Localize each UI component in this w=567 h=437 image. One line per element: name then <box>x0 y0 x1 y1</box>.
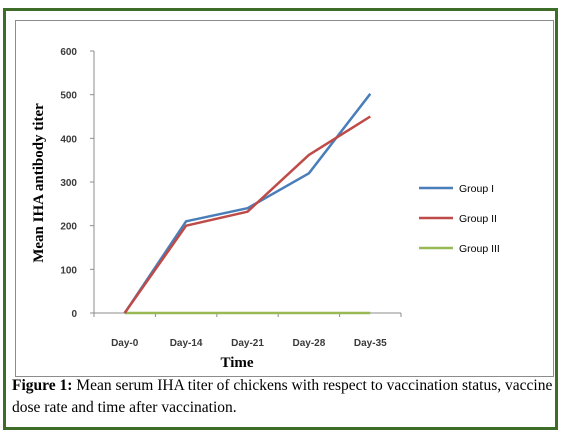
line-chart: 0 100 200 300 400 500 600 Day-0 Day-14 Day-21 Day… <box>31 47 500 371</box>
x-tick-label: Day-14 <box>170 338 203 349</box>
y-tick-label: 300 <box>60 178 77 189</box>
y-tick-label: 0 <box>71 309 77 320</box>
x-tick-label: Day-35 <box>354 338 387 349</box>
y-tick-label: 500 <box>60 91 77 102</box>
y-tick-label: 600 <box>60 47 77 58</box>
figure-caption: Figure 1: Mean serum IHA titer of chicke… <box>12 375 557 419</box>
legend-label: Group III <box>459 243 500 255</box>
figure-frame: 0 100 200 300 400 500 600 Day-0 Day-14 Day-21 Day… <box>3 8 558 430</box>
legend: Group I Group II Group III <box>419 183 500 255</box>
y-axis-title: Mean IHA antibody titer <box>31 103 47 263</box>
y-tick-label: 200 <box>60 222 77 233</box>
x-tick-label: Day-21 <box>231 338 264 349</box>
series-line-group-ii <box>123 115 371 314</box>
caption-text: Mean serum IHA titer of chickens with re… <box>12 377 553 416</box>
legend-label: Group I <box>459 183 494 195</box>
x-axis-title: Time <box>220 355 253 371</box>
x-tick-label: Day-0 <box>111 338 139 349</box>
chart-area: 0 100 200 300 400 500 600 Day-0 Day-14 Day-21 Day… <box>15 20 554 377</box>
caption-label: Figure 1: <box>12 377 73 394</box>
series-line-group-i <box>123 93 372 314</box>
y-tick-label: 400 <box>60 134 77 145</box>
x-tick-label: Day-28 <box>292 338 325 349</box>
legend-label: Group II <box>459 213 497 225</box>
y-tick-label: 100 <box>60 265 77 276</box>
